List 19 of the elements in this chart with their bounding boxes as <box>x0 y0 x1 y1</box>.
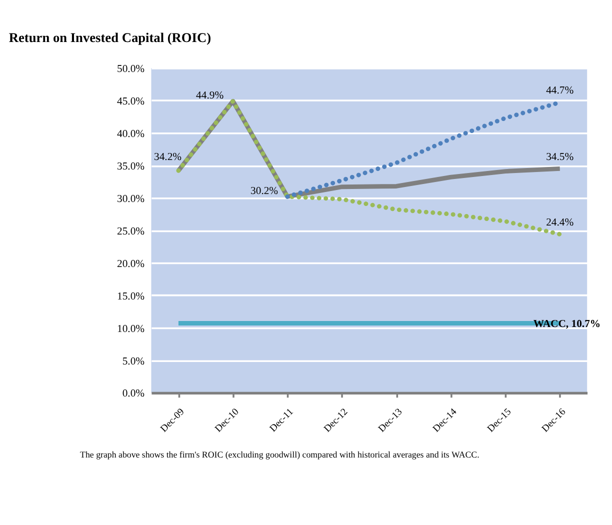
data-label: 34.2% <box>154 150 182 163</box>
y-tick-label: 10.0% <box>117 322 145 335</box>
text: The graph above shows the firm's ROIC (excluding goodwill) compared with historical averages and its WACC. <box>80 450 480 460</box>
y-tick-label: 15.0% <box>117 290 145 302</box>
data-label: 24.4% <box>546 216 574 228</box>
data-label: 30.2% <box>250 184 278 197</box>
y-tick-label: 30.0% <box>117 192 145 205</box>
y-tick-label: 0.0% <box>122 388 145 400</box>
y-tick-label: 5.0% <box>122 355 145 368</box>
data-label: 44.7% <box>546 84 574 97</box>
y-tick-label: 20.0% <box>117 258 145 270</box>
data-label: 44.9% <box>196 89 224 102</box>
data-label: 34.5% <box>546 150 574 163</box>
y-tick-label: 40.0% <box>117 128 145 140</box>
y-tick-label: 50.0% <box>117 63 145 76</box>
y-tick-label: 25.0% <box>117 225 145 238</box>
y-tick-label: 45.0% <box>117 96 145 108</box>
y-tick-label: 35.0% <box>117 160 145 172</box>
chart-title: Return on Invested Capital (ROIC) <box>8 30 212 46</box>
